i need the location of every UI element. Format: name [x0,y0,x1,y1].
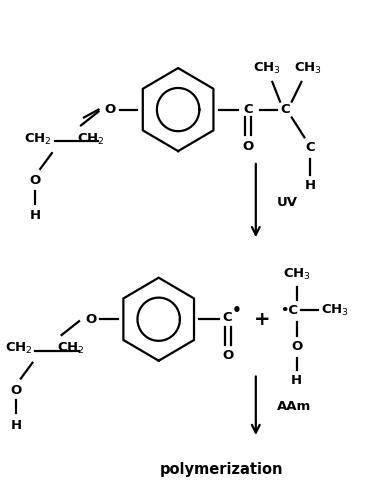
Text: C: C [305,140,315,153]
Text: CH$_2$: CH$_2$ [77,132,105,147]
Text: O: O [291,340,302,353]
Text: CH$_3$: CH$_3$ [283,267,311,282]
Text: CH$_3$: CH$_3$ [294,60,322,76]
Text: H: H [291,374,302,387]
Text: C: C [223,310,232,324]
Text: H: H [30,209,41,222]
Text: UV: UV [277,196,298,209]
Text: •: • [232,303,241,318]
Text: O: O [30,174,41,188]
Text: CH$_2$: CH$_2$ [5,342,33,356]
Text: polymerization: polymerization [160,462,283,477]
Text: CH$_3$: CH$_3$ [254,60,282,76]
Text: O: O [222,350,233,362]
Text: •C: •C [280,304,298,317]
Text: C: C [243,103,253,116]
Text: CH$_3$: CH$_3$ [321,303,349,318]
Text: C: C [280,103,290,116]
Text: AAm: AAm [277,400,312,412]
Text: O: O [243,140,254,152]
Text: +: + [254,310,271,328]
Text: O: O [105,103,116,116]
Text: CH$_2$: CH$_2$ [57,342,85,356]
Text: H: H [305,179,316,192]
Text: CH$_2$: CH$_2$ [24,132,52,147]
Text: H: H [10,418,22,432]
Text: O: O [85,312,96,326]
Text: O: O [10,384,22,397]
